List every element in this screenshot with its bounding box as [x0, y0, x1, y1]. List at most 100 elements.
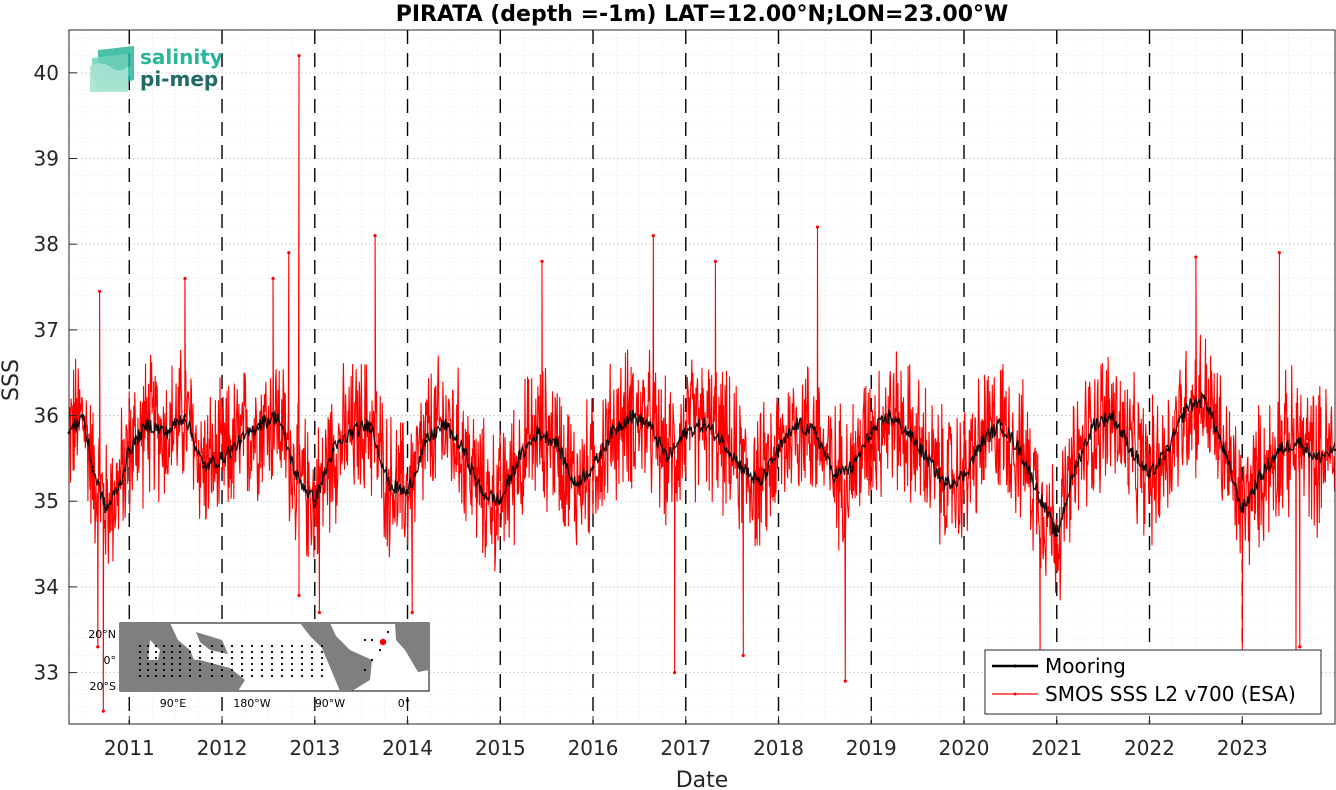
mooring-point [535, 431, 539, 435]
x-tick-label: 2016 [568, 736, 619, 760]
smos-spike-point [183, 276, 187, 281]
mooring-dot [270, 662, 274, 666]
mooring-dot [146, 644, 150, 648]
mooring-dot [178, 662, 182, 666]
pirata-dot [363, 638, 367, 642]
mooring-point [851, 465, 855, 469]
mooring-dot [320, 650, 324, 654]
mooring-point [461, 448, 465, 452]
mooring-dot [220, 674, 224, 678]
mooring-dot [138, 662, 142, 666]
smos-spike-point [297, 593, 301, 598]
mooring-point [1296, 439, 1300, 443]
mooring-point [90, 465, 94, 469]
smos-spike-point [540, 259, 544, 263]
mooring-dot [310, 668, 314, 672]
mooring-point [387, 482, 391, 486]
mooring-dot [146, 656, 150, 660]
mooring-dot [280, 656, 284, 660]
mooring-point [1203, 397, 1207, 400]
mooring-dot [178, 644, 182, 648]
pirata-dot [363, 668, 367, 672]
mooring-dot [310, 662, 314, 666]
mooring-dot [170, 656, 174, 660]
mooring-point [610, 431, 613, 435]
mooring-dot [162, 650, 166, 654]
mooring-dot [170, 650, 174, 654]
mooring-dot [250, 644, 254, 648]
mooring-point [777, 448, 780, 452]
mooring-point [944, 482, 947, 486]
mooring-dot [280, 650, 284, 654]
mooring-point [869, 431, 873, 435]
smos-spike-point [96, 645, 100, 649]
mooring-dot [320, 668, 324, 672]
x-tick-label: 2018 [753, 736, 804, 760]
mooring-dot [210, 650, 214, 654]
mooring-dot [162, 656, 166, 660]
mooring-dot [260, 644, 264, 648]
mooring-point [1073, 465, 1077, 469]
mooring-dot [178, 674, 182, 678]
mooring-dot [154, 662, 158, 666]
mooring-point [81, 414, 85, 417]
mooring-dot [220, 656, 224, 660]
legend-smos-label: SMOS SSS L2 v700 (ESA) [1045, 682, 1296, 706]
smos-line [68, 55, 1336, 712]
x-axis-ticks: 2011 2012 2013 2014 2015 2016 2017 2018 2019 2020… [104, 716, 1268, 760]
mooring-dot [220, 668, 224, 672]
mooring-point [628, 414, 632, 417]
mooring-point [1315, 456, 1318, 460]
mooring-dot [230, 644, 234, 648]
mooring-dot [240, 668, 244, 672]
mooring-dot [260, 674, 264, 678]
x-tick-label: 2023 [1217, 736, 1268, 760]
mooring-point [406, 491, 409, 495]
mooring-dot [188, 674, 192, 678]
mooring-dot [138, 650, 142, 654]
mooring-dot [230, 650, 234, 654]
pirata-dot [370, 658, 374, 662]
mooring-dot [280, 662, 284, 666]
mooring-point [888, 414, 892, 417]
mooring-dot [162, 644, 166, 648]
pirata-dot [386, 630, 390, 634]
smos-spike-point [410, 611, 414, 615]
smos-spike-point [815, 225, 820, 229]
mooring-point [164, 431, 168, 435]
mooring-point [1277, 448, 1281, 452]
mooring-point [1185, 405, 1189, 409]
mooring-point [1166, 448, 1170, 452]
mooring-point [202, 465, 205, 469]
mooring-dot [240, 674, 244, 678]
y-tick-label: 34 [34, 575, 59, 599]
mooring-dot [290, 650, 294, 654]
mooring-point [480, 491, 484, 495]
mooring-point [239, 439, 242, 443]
mooring-point [350, 431, 354, 435]
mooring-dot [162, 668, 166, 672]
mooring-dot [210, 668, 214, 672]
mooring-point [1036, 491, 1040, 495]
mooring-dot [170, 662, 174, 666]
mooring-point [702, 422, 706, 426]
mooring-dot [290, 668, 294, 672]
mooring-point [684, 431, 688, 435]
mooring-dot [320, 656, 324, 660]
smos-spike-point [741, 653, 745, 658]
smos-spike-point [651, 234, 655, 238]
mooring-dot [138, 668, 142, 672]
mooring-point [127, 448, 131, 452]
mooring-dot [270, 656, 274, 660]
chart-title: PIRATA (depth =-1m) LAT=12.00°N;LON=23.0… [396, 2, 1009, 27]
mooring-point [443, 422, 447, 426]
mooring-dot [220, 662, 224, 666]
inset-map: 20°N 0° 20°S 90°E 180°W 90°W 0° [88, 622, 430, 710]
inset-y-tick-20n: 20°N [88, 628, 116, 641]
mooring-point [146, 422, 150, 426]
mooring-dot [270, 650, 274, 654]
mooring-dot [310, 650, 314, 654]
mooring-dot [138, 644, 142, 648]
x-tick-label: 2019 [846, 736, 897, 760]
mooring-point [814, 431, 818, 435]
